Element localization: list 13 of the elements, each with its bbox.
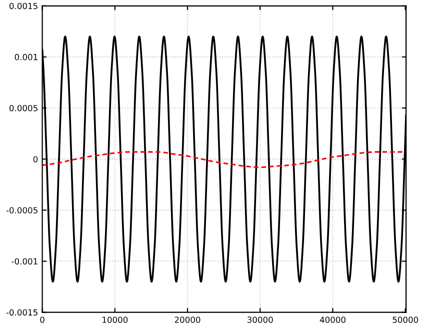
y-tick-label: 0.0015 [10,2,38,10]
x-tick-label: 20000 [174,316,200,323]
x-tick-label: 10000 [102,316,128,323]
y-tick-label: -0.0015 [6,309,38,316]
y-tick-label: -0.0005 [6,207,38,214]
y-tick-label: 0 [33,156,38,162]
x-tick-label: 30000 [248,316,273,323]
y-tick-label: -0.001 [12,258,38,265]
x-tick-label: 40000 [320,316,346,323]
x-tick-label: 0 [40,316,44,323]
x-tick-label: 50000 [392,316,418,323]
y-tick-label: 0.0005 [10,105,38,112]
y-tick-label: 0.001 [14,54,38,60]
